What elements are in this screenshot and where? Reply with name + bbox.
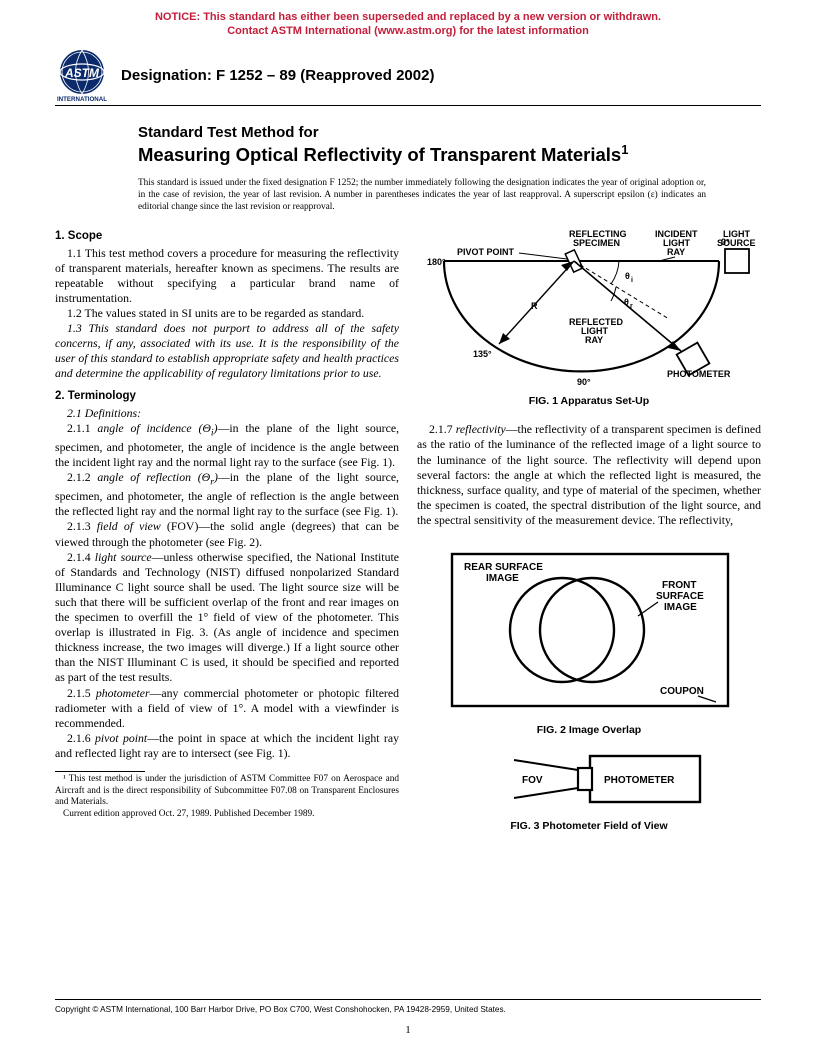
svg-text:INTERNATIONAL: INTERNATIONAL [57,96,107,103]
right-column: 180° 0° 135° 90° PIVOT POINT REFLECTING … [417,229,761,833]
svg-text:FRONT: FRONT [662,580,696,591]
svg-text:RAY: RAY [585,335,603,345]
fig1-caption: FIG. 1 Apparatus Set-Up [417,395,761,408]
scope-head: 1. Scope [55,229,399,244]
scope-p3: 1.3 This standard does not purport to ad… [55,321,399,381]
svg-text:SPECIMEN: SPECIMEN [573,238,620,248]
svg-text:ASTM: ASTM [64,66,100,80]
svg-text:IMAGE: IMAGE [664,602,697,613]
svg-text:IMAGE: IMAGE [486,573,519,584]
def-1: 2.1.1 angle of incidence (Θi)—in the pla… [55,421,399,470]
definitions-head: 2.1 Definitions: [55,406,399,421]
svg-text:REAR SURFACE: REAR SURFACE [464,562,543,573]
def-4: 2.1.4 light source—unless otherwise spec… [55,550,399,686]
notice-line2: Contact ASTM International (www.astm.org… [227,25,589,37]
notice-line1: NOTICE: This standard has either been su… [155,11,661,23]
def-5: 2.1.5 photometer—any commercial photomet… [55,686,399,731]
astm-logo: ASTM INTERNATIONAL [55,49,109,103]
svg-text:180°: 180° [427,257,446,267]
notice-banner: NOTICE: This standard has either been su… [0,0,816,43]
figure-1: 180° 0° 135° 90° PIVOT POINT REFLECTING … [417,229,761,409]
svg-text:RAY: RAY [667,247,685,257]
def-6: 2.1.6 pivot point—the point in space at … [55,731,399,761]
svg-text:SURFACE: SURFACE [656,591,704,602]
svg-text:PHOTOMETER: PHOTOMETER [667,369,731,379]
scope-p1: 1.1 This test method covers a procedure … [55,246,399,306]
page-number: 1 [0,1024,816,1036]
title-block: Standard Test Method for Measuring Optic… [0,106,816,167]
designation: Designation: F 1252 – 89 (Reapproved 200… [121,67,434,84]
issuance-note: This standard is issued under the fixed … [0,167,816,213]
body-columns: 1. Scope 1.1 This test method covers a p… [0,213,816,833]
title-pre: Standard Test Method for [138,124,761,143]
footnote-1: ¹ This test method is under the jurisdic… [55,774,399,809]
svg-text:PHOTOMETER: PHOTOMETER [604,775,675,786]
header-row: ASTM INTERNATIONAL Designation: F 1252 –… [0,43,816,103]
copyright-rule [55,999,761,1000]
svg-text:θ: θ [624,297,629,307]
scope-p2: 1.2 The values stated in SI units are to… [55,306,399,321]
left-column: 1. Scope 1.1 This test method covers a p… [55,229,399,833]
svg-text:PIVOT POINT: PIVOT POINT [457,247,515,257]
figure-3: FOV PHOTOMETER FIG. 3 Photometer Field o… [417,746,761,834]
svg-text:135°: 135° [473,349,492,359]
footnote-rule [55,771,145,772]
fig3-caption: FIG. 3 Photometer Field of View [417,820,761,833]
svg-text:90°: 90° [577,377,591,387]
fig2-caption: FIG. 2 Image Overlap [417,724,761,737]
def-3: 2.1.3 field of view (FOV)—the solid angl… [55,519,399,549]
figure-2: REAR SURFACE IMAGE FRONT SURFACE IMAGE C… [417,548,761,738]
def-2: 2.1.2 angle of reflection (Θr)—in the pl… [55,470,399,519]
copyright: Copyright © ASTM International, 100 Barr… [55,1005,506,1014]
def-7: 2.1.7 reflectivity—the reflectivity of a… [417,422,761,528]
svg-text:COUPON: COUPON [660,686,704,697]
title-main: Measuring Optical Reflectivity of Transp… [138,142,761,166]
svg-text:θ: θ [625,271,630,281]
terminology-head: 2. Terminology [55,389,399,404]
footnote-2: Current edition approved Oct. 27, 1989. … [55,809,399,821]
svg-text:i: i [631,277,633,284]
svg-text:SOURCE: SOURCE [717,238,756,248]
svg-text:r: r [630,303,633,310]
svg-text:R: R [531,301,538,311]
svg-text:FOV: FOV [522,775,543,786]
